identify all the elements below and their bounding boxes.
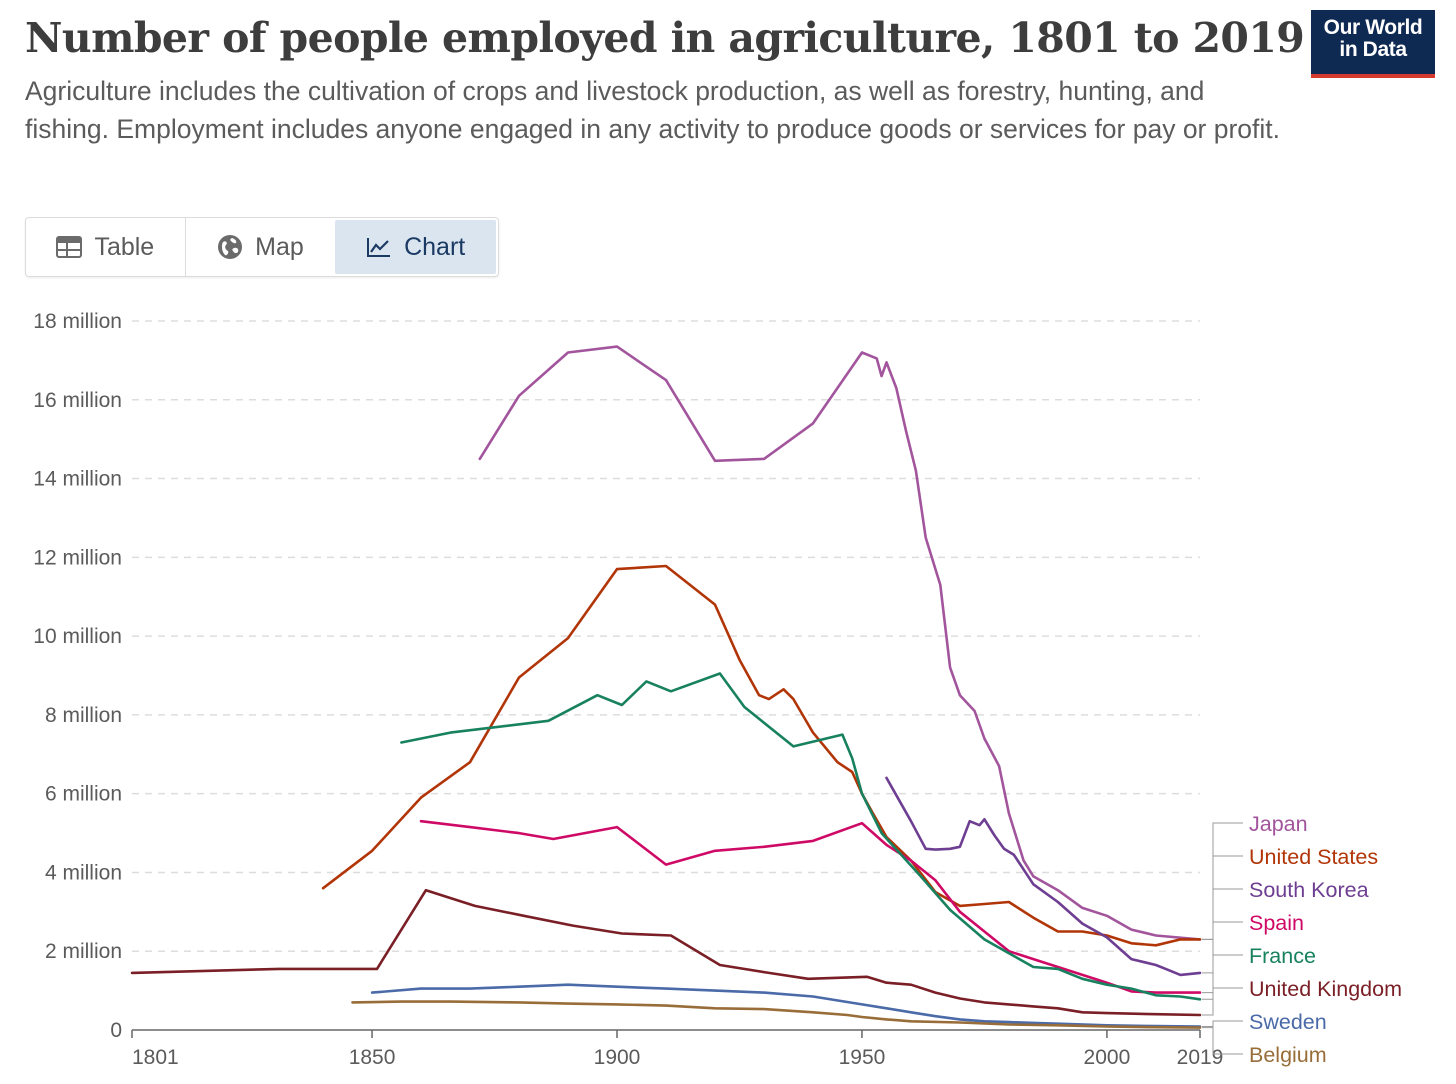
y-tick-label: 10 million bbox=[33, 625, 122, 648]
x-axis: 1801 1850 1900 1950 2000 2019 bbox=[131, 1029, 1224, 1069]
tab-map-label: Map bbox=[255, 232, 304, 261]
y-tick-label: 2 million bbox=[45, 940, 122, 963]
series-line-japan bbox=[478, 345, 1202, 941]
globe-icon bbox=[218, 235, 243, 259]
x-tick-label: 1850 bbox=[349, 1046, 396, 1069]
legend-connector-south-korea bbox=[1202, 888, 1243, 974]
series-line-south-korea bbox=[885, 776, 1202, 977]
series-line-france bbox=[400, 672, 1202, 1001]
legend-label-sweden: Sweden bbox=[1249, 1010, 1327, 1034]
y-tick-label: 12 million bbox=[33, 546, 122, 569]
legend-connector-belgium bbox=[1202, 1027, 1243, 1055]
chart-title: Number of people employed in agriculture… bbox=[25, 14, 1305, 62]
series-line-united-kingdom bbox=[130, 888, 1202, 1017]
series-line-belgium bbox=[351, 1000, 1202, 1029]
tab-table-label: Table bbox=[94, 232, 155, 261]
table-icon bbox=[56, 236, 83, 258]
tab-chart-label: Chart bbox=[404, 232, 466, 261]
tab-map[interactable]: Map bbox=[186, 218, 336, 276]
y-tick-label: 6 million bbox=[45, 783, 122, 806]
legend-label-spain: Spain bbox=[1249, 911, 1304, 935]
chart-gridlines bbox=[132, 320, 1200, 952]
legend-label-france: France bbox=[1249, 944, 1316, 968]
tab-table[interactable]: Table bbox=[26, 218, 186, 276]
legend-label-united-states: United States bbox=[1249, 845, 1378, 869]
legend-connector-united-kingdom bbox=[1202, 987, 1243, 1016]
legend-connector-sweden bbox=[1202, 1020, 1243, 1027]
x-tick-label: 1801 bbox=[132, 1046, 179, 1069]
chart-legend: Japan United States South Korea Spain France… bbox=[1202, 812, 1402, 1067]
line-chart-icon bbox=[367, 238, 391, 257]
y-tick-label: 14 million bbox=[33, 468, 122, 491]
legend-label-japan: Japan bbox=[1249, 812, 1308, 836]
legend-connector-france bbox=[1202, 954, 1243, 1000]
y-tick-label: 4 million bbox=[45, 861, 122, 884]
legend-label-south-korea: South Korea bbox=[1249, 878, 1369, 902]
series-line-spain bbox=[419, 819, 1202, 994]
view-tabs: Table Map Chart bbox=[25, 217, 499, 277]
y-axis: 0 2 million 4 million 6 million 8 million 10 … bbox=[33, 310, 122, 1042]
x-tick-label: 2000 bbox=[1084, 1046, 1131, 1069]
y-tick-label: 18 million bbox=[33, 310, 122, 333]
y-tick-label: 16 million bbox=[33, 389, 122, 412]
tab-chart[interactable]: Chart bbox=[335, 220, 496, 274]
y-tick-label: 8 million bbox=[45, 704, 122, 727]
chart-series bbox=[130, 345, 1202, 1029]
logo-line-2: in Data bbox=[1339, 38, 1407, 61]
y-tick-label: 0 bbox=[110, 1019, 122, 1042]
legend-label-united-kingdom: United Kingdom bbox=[1249, 977, 1402, 1001]
x-tick-label: 1950 bbox=[839, 1046, 886, 1069]
legend-connector-spain bbox=[1202, 921, 1243, 994]
logo-accent-bar bbox=[1311, 74, 1435, 78]
legend-connector-united-states bbox=[1202, 855, 1243, 940]
chart-subtitle: Agriculture includes the cultivation of … bbox=[25, 76, 1281, 144]
series-line-sweden bbox=[370, 983, 1202, 1028]
x-tick-label: 2019 bbox=[1177, 1046, 1224, 1069]
series-line-united-states bbox=[321, 564, 1202, 947]
logo-line-1: Our World bbox=[1323, 16, 1423, 39]
x-tick-label: 1900 bbox=[594, 1046, 641, 1069]
owid-logo[interactable]: Our World in Data bbox=[1311, 10, 1435, 78]
legend-label-belgium: Belgium bbox=[1249, 1043, 1327, 1067]
